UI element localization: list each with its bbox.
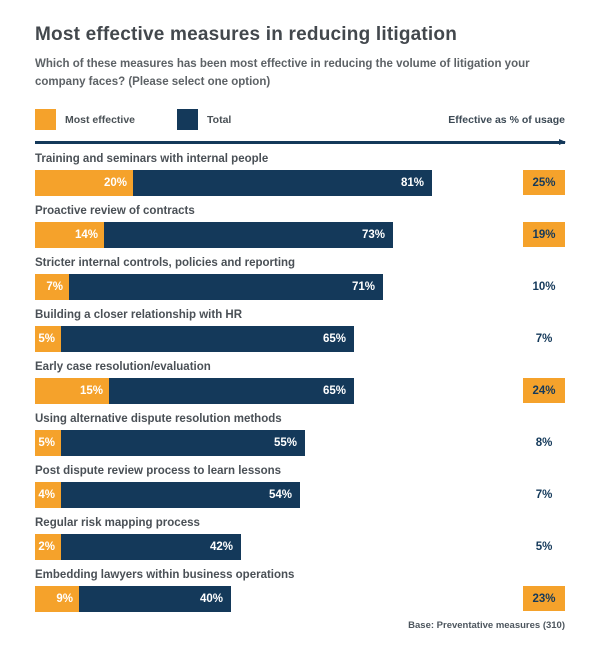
bar-line: 20% 81% 25% (35, 169, 565, 196)
chart-row: Stricter internal controls, policies and… (35, 256, 565, 300)
chart-row: Embedding lawyers within business operat… (35, 568, 565, 612)
bar-line: 9% 40% 23% (35, 585, 565, 612)
total-segment: 71% (69, 274, 383, 300)
total-bar: 2% 42% (35, 533, 241, 560)
legend-label: Total (207, 113, 232, 126)
most-effective-segment: 5% (35, 325, 61, 352)
legend-item-total: Total (177, 109, 232, 131)
usage-value: 5% (535, 540, 553, 553)
row-label: Proactive review of contracts (35, 204, 195, 217)
usage-value: 8% (535, 436, 553, 449)
row-label: Using alternative dispute resolution met… (35, 412, 282, 425)
total-segment: 54% (61, 482, 300, 508)
bar-line: 14% 73% 19% (35, 221, 565, 248)
usage-value: 7% (535, 332, 553, 345)
most-effective-segment: 4% (35, 481, 61, 508)
row-label: Regular risk mapping process (35, 516, 200, 529)
total-value: 81% (400, 176, 424, 189)
total-bar: 9% 40% (35, 585, 231, 612)
total-value: 73% (361, 228, 385, 241)
total-bar: 7% 71% (35, 273, 383, 300)
row-label: Post dispute review process to learn les… (35, 464, 282, 477)
row-label: Early case resolution/evaluation (35, 360, 211, 373)
total-segment: 65% (61, 326, 354, 352)
total-segment: 81% (133, 170, 432, 196)
total-bar: 15% 65% (35, 377, 354, 404)
most-effective-value: 5% (38, 436, 55, 449)
most-effective-value: 9% (56, 592, 73, 605)
page-title: Most effective measures in reducing liti… (35, 24, 458, 45)
total-segment: 73% (104, 222, 393, 248)
total-value: 71% (351, 280, 375, 293)
chart-row: Training and seminars with internal peop… (35, 152, 565, 196)
bar-line: 15% 65% 24% (35, 377, 565, 404)
divider-rule (35, 138, 566, 145)
total-bar: 20% 81% (35, 169, 432, 196)
most-effective-segment: 14% (35, 221, 104, 248)
row-label: Training and seminars with internal peop… (35, 152, 269, 165)
total-segment: 65% (109, 378, 354, 404)
usage-value: 10% (532, 280, 556, 293)
survey-question: Which of these measures has been most ef… (35, 58, 530, 88)
bar-line: 5% 55% 8% (35, 429, 565, 456)
usage-value: 23% (523, 586, 565, 612)
base-note: Base: Preventative measures (310) (408, 619, 565, 631)
total-value: 54% (268, 488, 292, 501)
row-label: Stricter internal controls, policies and… (35, 256, 296, 269)
total-value: 55% (273, 436, 297, 449)
most-effective-segment: 5% (35, 429, 61, 456)
most-effective-segment: 20% (35, 169, 133, 196)
chart-row: Proactive review of contracts 14% 73% 19… (35, 204, 565, 248)
most-effective-value: 4% (38, 488, 55, 501)
most-effective-segment: 15% (35, 377, 109, 404)
bar-line: 4% 54% 7% (35, 481, 565, 508)
usage-value: 19% (523, 222, 565, 248)
most-effective-value: 20% (103, 176, 127, 189)
total-segment: 40% (79, 586, 231, 612)
chart-row: Building a closer relationship with HR 5… (35, 308, 565, 352)
bar-line: 5% 65% 7% (35, 325, 565, 352)
total-swatch (177, 109, 199, 131)
most-effective-segment: 9% (35, 585, 79, 612)
row-label: Building a closer relationship with HR (35, 308, 243, 321)
most-effective-segment: 7% (35, 273, 69, 300)
most-effective-value: 5% (38, 332, 55, 345)
usage-value: 24% (523, 378, 565, 404)
bar-line: 2% 42% 5% (35, 533, 565, 560)
most-effective-swatch (35, 109, 56, 131)
chart-row: Post dispute review process to learn les… (35, 464, 565, 508)
most-effective-segment: 2% (35, 533, 61, 560)
row-label: Embedding lawyers within business operat… (35, 568, 295, 581)
chart-row: Using alternative dispute resolution met… (35, 412, 565, 456)
usage-column-header: Effective as % of usage (448, 113, 565, 126)
most-effective-value: 2% (38, 540, 55, 553)
usage-value: 7% (535, 488, 553, 501)
chart-row: Regular risk mapping process 2% 42% 5% (35, 516, 565, 560)
total-bar: 5% 65% (35, 325, 354, 352)
most-effective-value: 15% (79, 384, 103, 397)
total-segment: 42% (61, 534, 241, 560)
most-effective-value: 14% (74, 228, 98, 241)
total-value: 42% (209, 540, 233, 553)
divider-arrow-tip (559, 138, 566, 145)
total-value: 65% (322, 332, 346, 345)
legend-label: Most effective (65, 113, 136, 126)
legend: Most effective Total Effective as % of u… (35, 109, 565, 131)
bar-line: 7% 71% 10% (35, 273, 565, 300)
chart-row: Early case resolution/evaluation 15% 65%… (35, 360, 565, 404)
most-effective-value: 7% (46, 280, 63, 293)
total-value: 40% (199, 592, 223, 605)
legend-item-most-effective: Most effective (35, 109, 136, 131)
total-bar: 4% 54% (35, 481, 300, 508)
usage-value: 25% (523, 170, 565, 196)
total-bar: 14% 73% (35, 221, 393, 248)
bar-rows: Training and seminars with internal peop… (35, 152, 565, 612)
total-segment: 55% (61, 430, 305, 456)
total-value: 65% (322, 384, 346, 397)
total-bar: 5% 55% (35, 429, 305, 456)
